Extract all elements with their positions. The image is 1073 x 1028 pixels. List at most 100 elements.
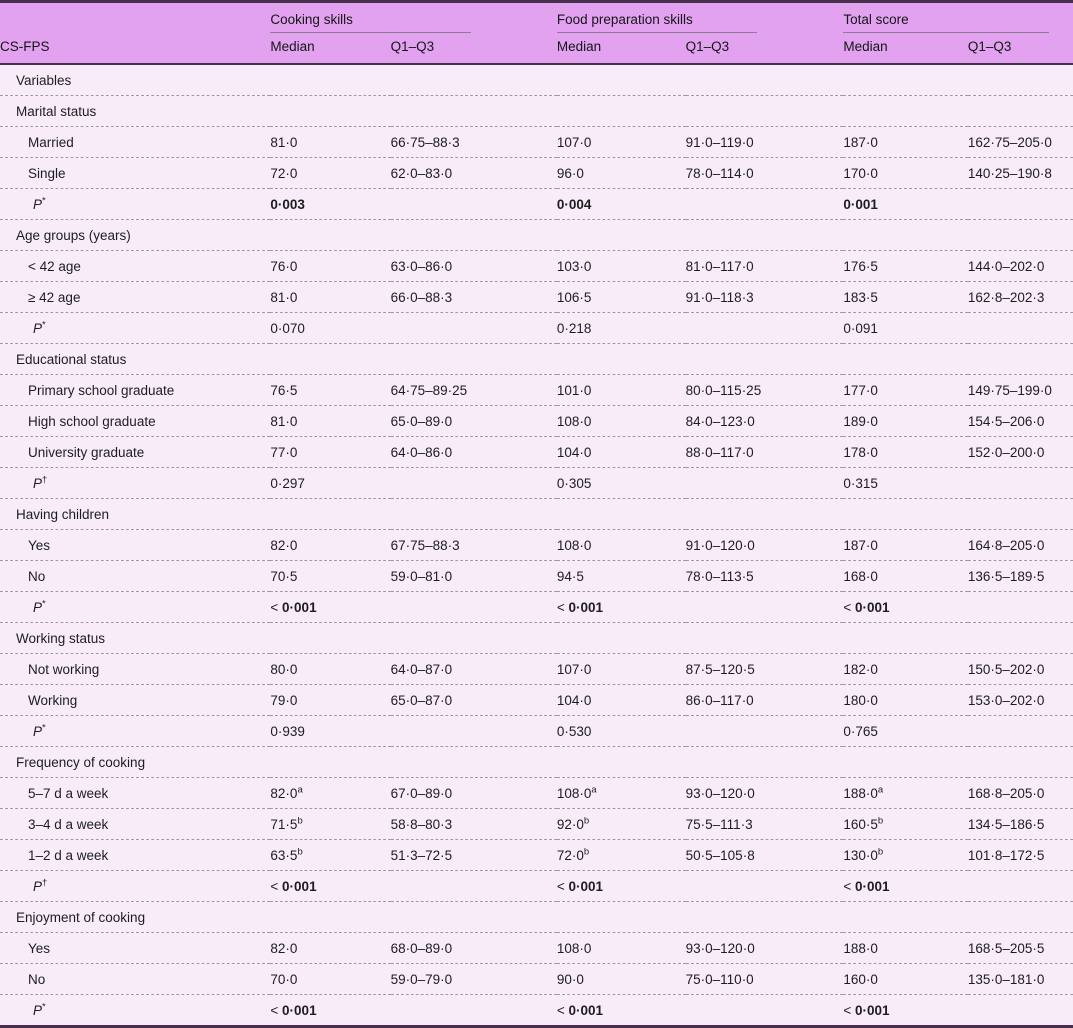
- row-label: ≥ 42 age: [0, 281, 271, 313]
- value-cell: 82·0: [270, 932, 391, 964]
- value-cell: 188·0a: [843, 777, 968, 809]
- pvalue-cell: 0·001: [843, 188, 968, 220]
- empty-cell: [390, 312, 557, 344]
- value-cell: 58·8–80·3: [390, 808, 557, 840]
- row-label: No: [0, 963, 271, 995]
- pvalue-cell: < 0·001: [270, 591, 391, 623]
- pvalue-cell: < 0·001: [843, 591, 968, 623]
- pvalue-row: P† 0·297 0·305 0·315: [0, 467, 1073, 499]
- value-cell: 67·75–88·3: [390, 529, 557, 561]
- pvalue-row: P* 0·003 0·004 0·001: [0, 188, 1073, 220]
- empty-cell: [685, 715, 844, 747]
- pvalue-row: P* 0·070 0·218 0·091: [0, 312, 1073, 344]
- table-row: 5–7 d a week 82·0a 67·0–89·0 108·0a 93·0–120…: [0, 777, 1073, 809]
- pvalue-cell: 0·765: [843, 715, 968, 747]
- value-cell: 72·0b: [556, 839, 686, 871]
- value-cell: 63·5b: [270, 839, 391, 871]
- value-cell: 187·0: [843, 529, 968, 561]
- value-cell: 183·5: [843, 281, 968, 313]
- value-cell: 162·75–205·0: [967, 126, 1073, 158]
- pvalue-cell: 0·305: [556, 467, 686, 499]
- section-row: Variables: [0, 64, 1073, 96]
- section-label: Having children: [0, 498, 1073, 530]
- row-label: Primary school graduate: [0, 374, 271, 406]
- value-cell: 150·5–202·0: [967, 653, 1073, 685]
- section-label: Variables: [0, 64, 1073, 96]
- value-cell: 178·0: [843, 436, 968, 468]
- value-cell: 66·0–88·3: [390, 281, 557, 313]
- row-label: < 42 age: [0, 250, 271, 282]
- value-cell: 62·0–83·0: [390, 157, 557, 189]
- value-cell: 82·0a: [270, 777, 391, 809]
- table-row: Married 81·0 66·75–88·3 107·0 91·0–119·0 187·…: [0, 126, 1073, 158]
- col-header-median: Median: [843, 33, 968, 65]
- value-cell: 75·5–111·3: [685, 808, 844, 840]
- pvalue-cell: < 0·001: [270, 994, 391, 1027]
- row-label: Not working: [0, 653, 271, 685]
- value-cell: 187·0: [843, 126, 968, 158]
- pvalue-row: P† < 0·001 < 0·001 < 0·001: [0, 870, 1073, 902]
- value-cell: 168·8–205·0: [967, 777, 1073, 809]
- pvalue-label: P*: [0, 312, 271, 344]
- value-cell: 153·0–202·0: [967, 684, 1073, 716]
- section-row: Frequency of cooking: [0, 746, 1073, 778]
- section-row: Working status: [0, 622, 1073, 654]
- section-row: Having children: [0, 498, 1073, 530]
- value-cell: 140·25–190·8: [967, 157, 1073, 189]
- value-cell: 182·0: [843, 653, 968, 685]
- row-label-header: CS-FPS: [0, 33, 271, 65]
- group-cooking-skills: Cooking skills: [270, 1, 557, 33]
- value-cell: 64·0–86·0: [390, 436, 557, 468]
- row-label: University graduate: [0, 436, 271, 468]
- group-total-score: Total score: [843, 1, 1073, 33]
- value-cell: 189·0: [843, 405, 968, 437]
- table-row: High school graduate 81·0 65·0–89·0 108·0 84…: [0, 405, 1073, 437]
- section-row: Marital status: [0, 95, 1073, 127]
- empty-cell: [390, 994, 557, 1027]
- table-row: 1–2 d a week 63·5b 51·3–72·5 72·0b 50·5–105·…: [0, 839, 1073, 871]
- empty-cell: [967, 467, 1073, 499]
- value-cell: 144·0–202·0: [967, 250, 1073, 282]
- value-cell: 65·0–87·0: [390, 684, 557, 716]
- row-label: Yes: [0, 529, 271, 561]
- empty-cell: [390, 188, 557, 220]
- value-cell: 101·8–172·5: [967, 839, 1073, 871]
- value-cell: 59·0–81·0: [390, 560, 557, 592]
- table-row: Primary school graduate 76·5 64·75–89·25 10…: [0, 374, 1073, 406]
- group-label: Food preparation skills: [556, 12, 758, 33]
- table-row: Yes 82·0 68·0–89·0 108·0 93·0–120·0 188·0 168·…: [0, 932, 1073, 964]
- section-label: Educational status: [0, 343, 1073, 375]
- col-header-median: Median: [270, 33, 391, 65]
- pvalue-cell: 0·315: [843, 467, 968, 499]
- value-cell: 107·0: [556, 126, 686, 158]
- row-label: High school graduate: [0, 405, 271, 437]
- value-cell: 108·0: [556, 932, 686, 964]
- value-cell: 84·0–123·0: [685, 405, 844, 437]
- pvalue-label: P*: [0, 591, 271, 623]
- value-cell: 160·5b: [843, 808, 968, 840]
- value-cell: 136·5–189·5: [967, 560, 1073, 592]
- value-cell: 91·0–118·3: [685, 281, 844, 313]
- value-cell: 91·0–120·0: [685, 529, 844, 561]
- pvalue-row: P* < 0·001 < 0·001 < 0·001: [0, 591, 1073, 623]
- value-cell: 176·5: [843, 250, 968, 282]
- pvalue-label: P*: [0, 188, 271, 220]
- value-cell: 63·0–86·0: [390, 250, 557, 282]
- value-cell: 78·0–114·0: [685, 157, 844, 189]
- value-cell: 75·0–110·0: [685, 963, 844, 995]
- value-cell: 68·0–89·0: [390, 932, 557, 964]
- section-label: Frequency of cooking: [0, 746, 1073, 778]
- value-cell: 79·0: [270, 684, 391, 716]
- empty-cell: [390, 715, 557, 747]
- value-cell: 65·0–89·0: [390, 405, 557, 437]
- value-cell: 170·0: [843, 157, 968, 189]
- col-header-q1q3: Q1–Q3: [390, 33, 557, 65]
- pvalue-row: P* < 0·001 < 0·001 < 0·001: [0, 994, 1073, 1027]
- value-cell: 64·0–87·0: [390, 653, 557, 685]
- value-cell: 90·0: [556, 963, 686, 995]
- empty-cell: [967, 591, 1073, 623]
- section-label: Age groups (years): [0, 219, 1073, 251]
- pvalue-label: P†: [0, 467, 271, 499]
- value-cell: 107·0: [556, 653, 686, 685]
